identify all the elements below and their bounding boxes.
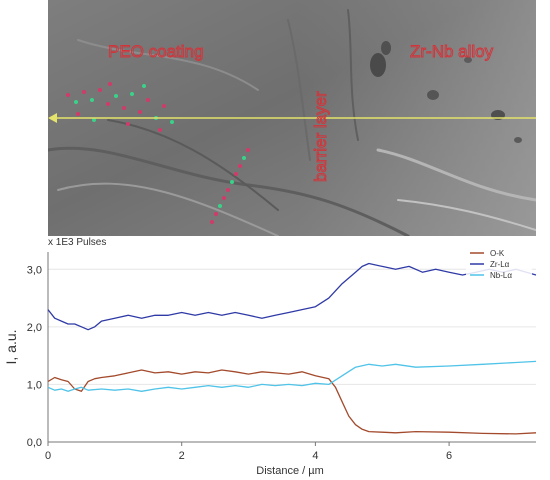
y-tick-label-0: 0,0 (27, 437, 42, 449)
series-line-2 (47, 360, 537, 392)
sem-dots-cluster (66, 82, 174, 132)
y-tick-label-2: 2,0 (27, 322, 42, 334)
chart-grid (48, 268, 536, 443)
legend-box (466, 248, 532, 285)
y-axis-title: I, a.u. (3, 329, 19, 364)
legend-label-1: Zr-Lα (490, 260, 510, 269)
sem-scan-arrowhead (48, 113, 57, 123)
eds-line-scan-chart: 0,0 1,0 2,0 3,0 0 2 4 6 x 1E3 Pulses I, a.u. Di… (3, 237, 537, 477)
series-line-1 (47, 262, 537, 331)
y-tick-label-1: 1,0 (27, 379, 42, 391)
chart-axes (47, 252, 536, 443)
chart-ticks: 0,0 1,0 2,0 3,0 0 2 4 6 (27, 264, 452, 462)
chart-legend: O-K Zr-Lα Nb-Lα (466, 248, 532, 285)
legend-label-2: Nb-Lα (490, 271, 512, 280)
sem-micrograph: PEO coating Zr-Nb alloy barrier layer (48, 0, 536, 236)
x-tick-label-2: 4 (312, 450, 318, 462)
x-axis-title: Distance / µm (256, 465, 323, 477)
y-tick-label-3: 3,0 (27, 264, 42, 276)
x-tick-label-0: 0 (45, 450, 51, 462)
x-tick-label-3: 6 (446, 450, 452, 462)
label-peo-coating: PEO coating (108, 42, 203, 61)
sem-texture (48, 9, 536, 236)
series-line-0 (47, 369, 537, 435)
x-tick-label-1: 2 (179, 450, 185, 462)
legend-label-0: O-K (490, 249, 505, 258)
label-barrier-layer: barrier layer (311, 91, 330, 182)
chart-series (47, 262, 537, 435)
pulses-multiplier-label: x 1E3 Pulses (48, 237, 106, 248)
label-zr-nb-alloy: Zr-Nb alloy (410, 42, 494, 61)
sem-dots-trail (210, 148, 250, 224)
